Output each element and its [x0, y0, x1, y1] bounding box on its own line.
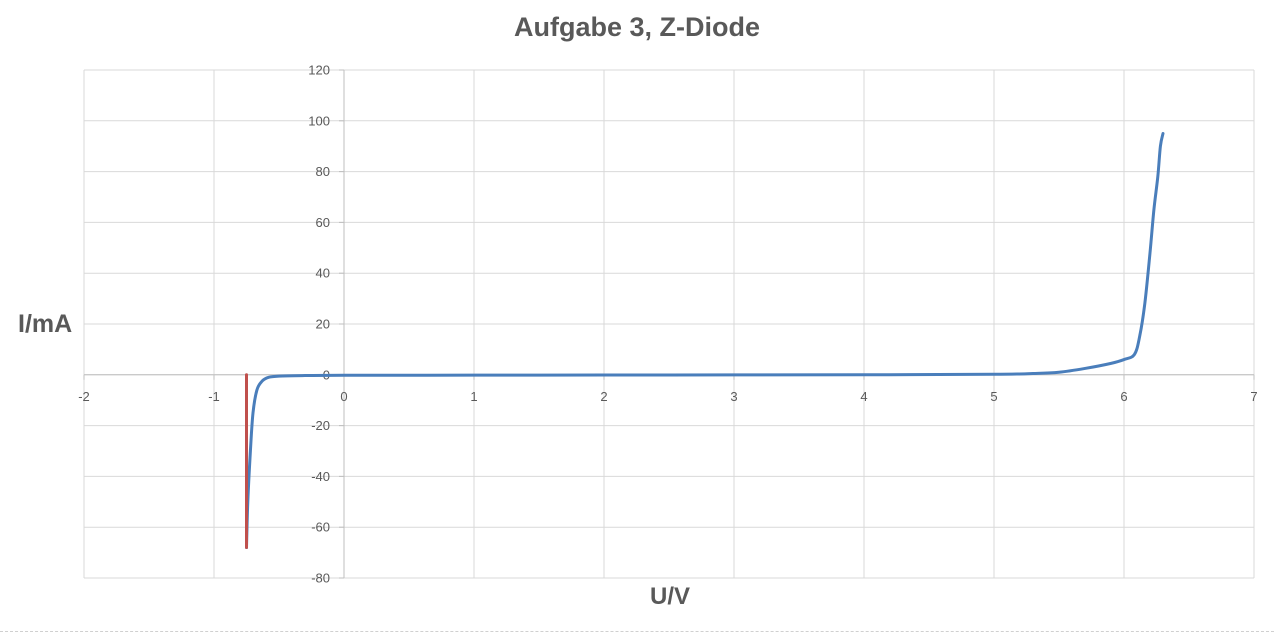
y-tick-label: -40: [311, 469, 330, 484]
series-line-kennlinie: [245, 132, 1165, 550]
chart-title: Aufgabe 3, Z-Diode: [513, 12, 760, 42]
x-tick-label: 2: [600, 389, 607, 404]
x-tick-label: 7: [1250, 389, 1257, 404]
y-tick-label: -80: [311, 571, 330, 586]
y-tick-label: 60: [316, 215, 330, 230]
x-axis-label: U/V: [649, 583, 690, 610]
x-tick-labels: -2 -1 0 1 2 3 4 5 6 7: [78, 389, 1257, 404]
y-tick-label: 80: [316, 164, 330, 179]
y-tick-label: 100: [308, 113, 330, 128]
series-group: [245, 132, 1165, 550]
y-tick-label: 120: [308, 63, 330, 78]
x-tick-label: -1: [208, 389, 220, 404]
y-tick-label: 20: [316, 317, 330, 332]
x-tick-label: 0: [340, 389, 347, 404]
y-tick-label: 40: [316, 266, 330, 281]
y-tick-label: -20: [311, 418, 330, 433]
x-tick-label: 5: [990, 389, 997, 404]
x-tick-label: 3: [730, 389, 737, 404]
x-tick-label: 1: [470, 389, 477, 404]
y-axis-label: I/mA: [18, 310, 73, 338]
y-tick-label: -60: [311, 520, 330, 535]
x-tick-label: -2: [78, 389, 90, 404]
grid: [83, 69, 1255, 579]
x-tick-label: 4: [860, 389, 867, 404]
x-tick-label: 6: [1120, 389, 1127, 404]
bottom-divider: [0, 631, 1274, 632]
